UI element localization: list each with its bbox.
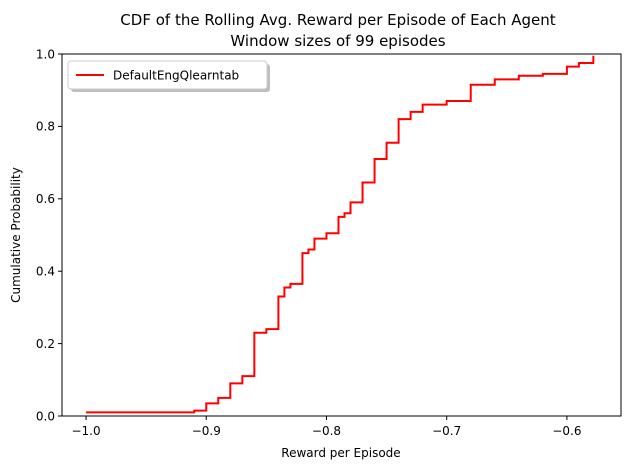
x-axis-ticks: −1.0 −0.9 −0.8 −0.7 −0.6 [71, 416, 581, 438]
x-tick-label: −0.8 [312, 424, 341, 438]
legend-box [67, 60, 268, 90]
y-axis-ticks: 0.0 0.2 0.4 0.6 0.8 1.0 [36, 47, 62, 423]
chart-subtitle: Window sizes of 99 episodes [230, 32, 445, 50]
x-axis-label: Reward per Episode [281, 446, 400, 460]
series-layer [86, 55, 595, 414]
x-tick-label: −1.0 [71, 424, 100, 438]
chart-title: CDF of the Rolling Avg. Reward per Episo… [120, 11, 555, 29]
y-tick-label: 1.0 [36, 47, 55, 61]
x-tick-label: −0.6 [552, 424, 581, 438]
x-tick-label: −0.7 [432, 424, 461, 438]
x-tick-label: −0.9 [192, 424, 221, 438]
legend-label: DefaultEngQlearntab [113, 69, 239, 83]
y-tick-label: 0.6 [36, 192, 55, 206]
y-tick-label: 0.0 [36, 409, 55, 423]
plot-area-frame [61, 53, 622, 417]
y-tick-label: 0.8 [36, 120, 55, 134]
y-axis-label: Cumulative Probability [9, 167, 23, 303]
y-tick-label: 0.4 [36, 265, 55, 279]
legend: DefaultEngQlearntab [67, 60, 270, 92]
y-tick-label: 0.2 [36, 337, 55, 351]
cdf-step-line [86, 55, 595, 414]
